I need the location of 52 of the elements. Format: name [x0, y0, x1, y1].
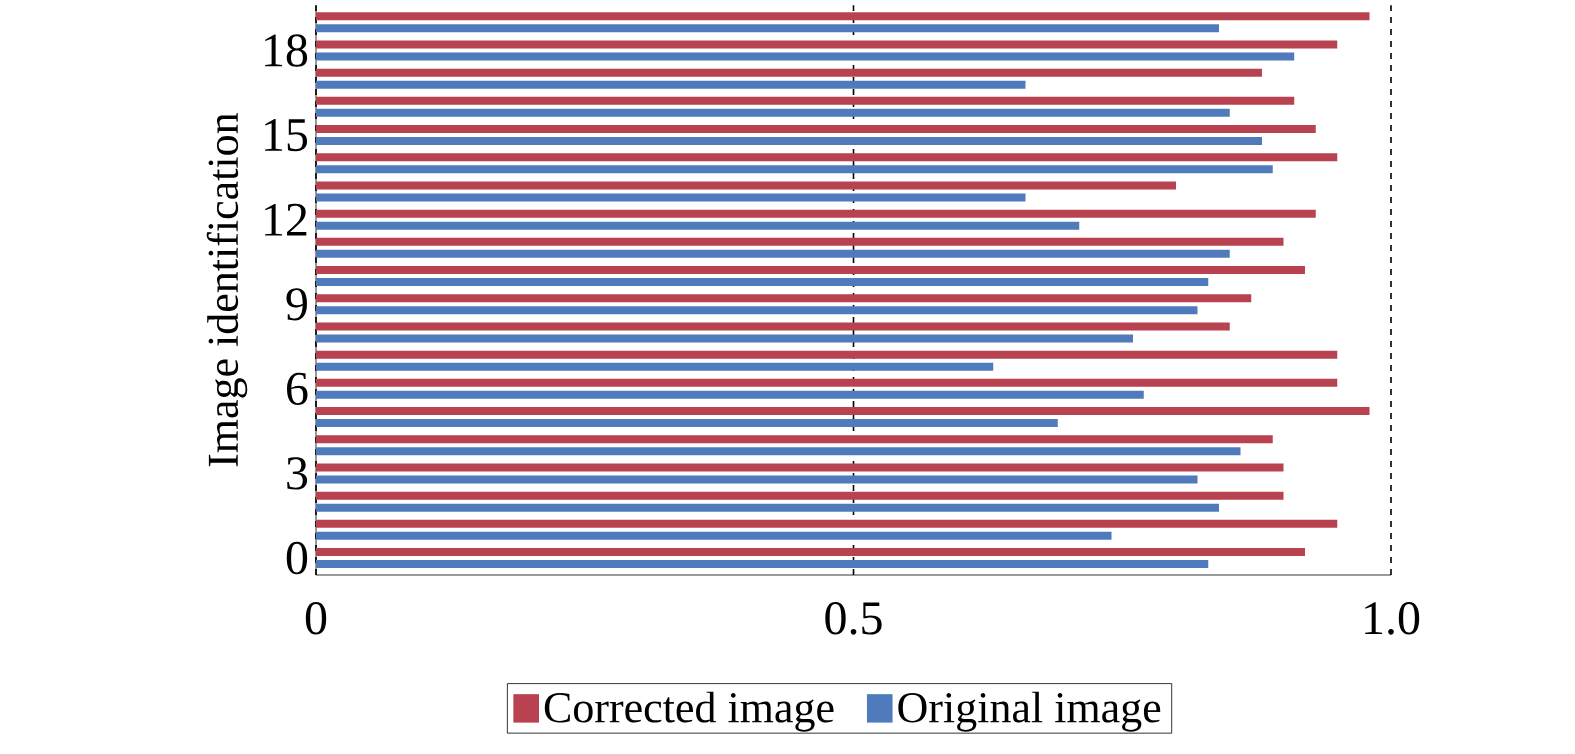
bar: [316, 278, 1209, 287]
legend-label: Original image: [898, 691, 1161, 732]
bar: [316, 350, 1338, 359]
bar: [316, 181, 1176, 190]
bar: [316, 221, 1080, 230]
bar: [316, 294, 1252, 303]
bar: [316, 447, 1241, 456]
bar: [316, 68, 1262, 77]
y-axis-title: Image identification: [206, 113, 248, 467]
bar: [316, 334, 1134, 343]
bar: [316, 137, 1262, 146]
legend-label: Corrected image: [544, 691, 834, 732]
bar: [316, 503, 1220, 512]
bar: [316, 193, 1026, 202]
bar: [316, 491, 1284, 500]
y-tick-label: 15: [265, 119, 308, 152]
bar: [316, 266, 1306, 275]
bar: [316, 249, 1230, 258]
y-tick-label: 12: [265, 203, 307, 236]
bar: [316, 362, 994, 371]
bar: [316, 519, 1338, 528]
y-tick-label: 18: [265, 34, 308, 67]
bar: [316, 24, 1220, 33]
bar: [316, 378, 1338, 387]
bar: [316, 560, 1209, 569]
x-tick-label: 1.0: [1365, 602, 1420, 635]
y-tick-label: 3: [287, 457, 308, 490]
bar: [316, 435, 1273, 444]
bar: [316, 322, 1230, 331]
bar: [316, 40, 1338, 49]
bar: [316, 475, 1198, 484]
bar: [316, 108, 1230, 117]
bar: [316, 531, 1112, 540]
bar: [316, 125, 1316, 134]
y-tick-label: 0: [286, 541, 308, 575]
bar: [316, 165, 1273, 174]
bar: [316, 548, 1306, 557]
bar: [316, 12, 1370, 21]
bar: [316, 390, 1144, 399]
y-tick-label: 9: [286, 288, 307, 321]
bar: [316, 209, 1316, 218]
y-tick-label: 6: [287, 372, 308, 405]
bar: [316, 419, 1058, 428]
x-tick-label: 0.5: [825, 602, 882, 635]
bar: [316, 237, 1284, 246]
bar: [316, 153, 1338, 162]
bar: [316, 407, 1370, 416]
bar: [316, 96, 1295, 105]
bar: [316, 463, 1284, 472]
bar: [316, 52, 1295, 61]
bar: [316, 80, 1026, 89]
bar: [316, 306, 1198, 315]
